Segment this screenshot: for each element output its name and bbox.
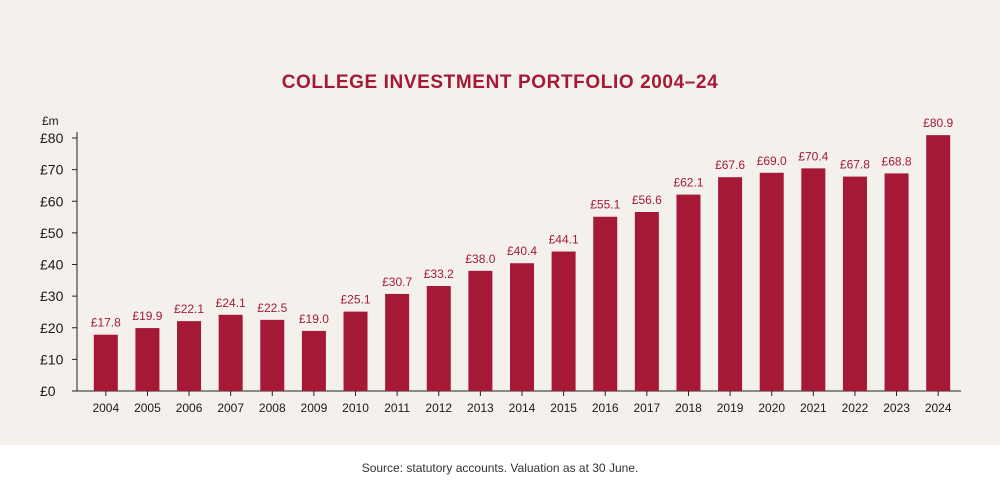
bar-value-label: £17.8 [91, 316, 121, 330]
bar [593, 216, 618, 391]
bar [676, 194, 701, 391]
y-tick-label: £80 [40, 130, 64, 146]
y-tick-label: £40 [40, 257, 64, 273]
y-tick-label: £30 [40, 288, 64, 304]
x-tick-label: 2011 [384, 401, 410, 415]
x-tick-label: 2009 [301, 401, 328, 415]
bar [301, 330, 326, 391]
y-axis-unit-label: £m [42, 114, 59, 128]
bar [93, 334, 118, 391]
bar-value-label: £80.9 [923, 116, 953, 130]
x-tick-label: 2007 [217, 401, 244, 415]
x-tick-label: 2016 [592, 401, 619, 415]
bar-value-label: £33.2 [424, 267, 454, 281]
bar-value-label: £44.1 [549, 233, 579, 247]
x-tick-label: 2018 [675, 401, 702, 415]
x-tick-label: 2008 [259, 401, 286, 415]
bar [718, 177, 743, 391]
y-tick-label: £20 [40, 320, 64, 336]
chart-title: COLLEGE INVESTMENT PORTFOLIO 2004–24 [281, 72, 719, 93]
x-tick-label: 2020 [758, 401, 785, 415]
x-tick-label: 2013 [467, 401, 494, 415]
bar-value-label: £40.4 [507, 244, 537, 258]
bar [510, 263, 534, 391]
y-tick-label: £10 [40, 351, 64, 367]
x-tick-label: 2012 [425, 401, 452, 415]
bar-value-label: £30.7 [382, 275, 412, 289]
bar-value-label: £68.8 [882, 154, 912, 168]
bar-value-label: £38.0 [465, 252, 495, 266]
bar [801, 168, 826, 391]
bar [759, 172, 784, 391]
x-tick-label: 2017 [634, 401, 661, 415]
bar-value-label: £19.9 [132, 309, 162, 323]
source-note: Source: statutory accounts. Valuation as… [361, 461, 639, 475]
bar [468, 270, 493, 391]
y-tick-label: £60 [40, 193, 64, 209]
bar-value-label: £22.5 [257, 301, 287, 315]
x-tick-label: 2014 [509, 401, 536, 415]
bar-value-label: £67.6 [715, 158, 745, 172]
x-tick-label: 2004 [92, 401, 119, 415]
bar-value-label: £19.0 [299, 312, 329, 326]
bar [884, 173, 909, 391]
bar [551, 251, 576, 391]
y-tick-label: £0 [40, 383, 56, 399]
x-tick-label: 2006 [176, 401, 203, 415]
bar [218, 314, 243, 391]
y-tick-label: £50 [40, 225, 64, 241]
x-tick-label: 2024 [925, 401, 952, 415]
y-tick-label: £70 [40, 162, 64, 178]
bar [842, 176, 867, 391]
x-tick-label: 2015 [550, 401, 577, 415]
chart-panel [0, 0, 1000, 445]
bar [385, 293, 410, 391]
bar [343, 311, 368, 391]
bar [177, 321, 202, 391]
bar-value-label: £56.6 [632, 193, 662, 207]
bar-value-label: £70.4 [798, 149, 828, 163]
bar-value-label: £22.1 [174, 302, 204, 316]
x-tick-label: 2010 [342, 401, 369, 415]
bar [135, 328, 160, 391]
bar [260, 319, 285, 391]
bar-value-label: £55.1 [590, 198, 620, 212]
x-tick-label: 2023 [883, 401, 910, 415]
x-tick-label: 2022 [842, 401, 869, 415]
x-tick-label: 2019 [717, 401, 744, 415]
bar [926, 135, 951, 391]
bar-value-label: £69.0 [757, 154, 787, 168]
x-tick-label: 2021 [800, 401, 827, 415]
bar [634, 212, 659, 391]
x-tick-label: 2005 [134, 401, 161, 415]
bar-value-label: £62.1 [673, 176, 703, 190]
bar-value-label: £67.8 [840, 158, 870, 172]
bar-value-label: £24.1 [216, 296, 246, 310]
bar [426, 286, 451, 391]
bar-chart: £0 £10 £20 £30 £40 £50 £60 £70 £80 £17.8 2004 £19.9… [40, 116, 961, 415]
bar-value-label: £25.1 [341, 293, 371, 307]
